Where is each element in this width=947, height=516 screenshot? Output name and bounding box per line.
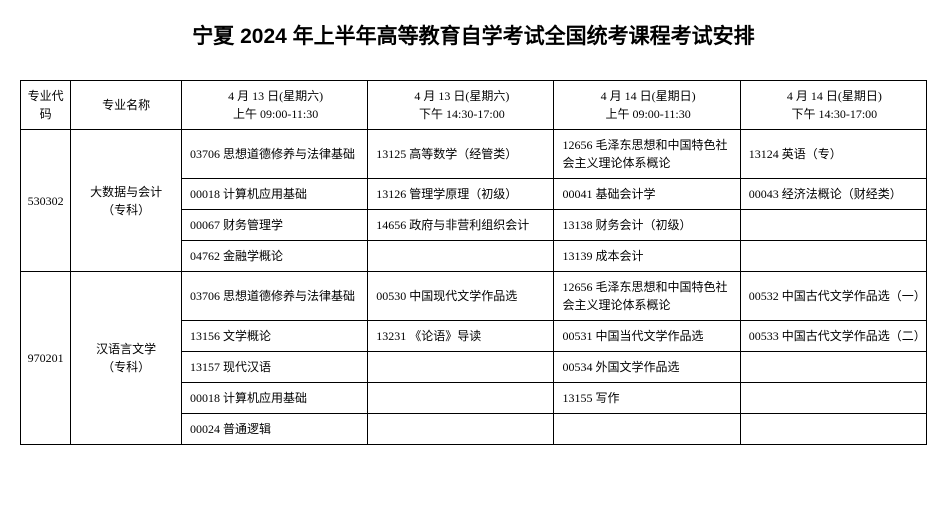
major-code: 970201 xyxy=(21,272,71,445)
course-cell: 00041 基础会计学 xyxy=(554,179,740,210)
course-cell: 04762 金融学概论 xyxy=(182,241,368,272)
header-name-text: 专业名称 xyxy=(77,96,175,114)
major-code: 530302 xyxy=(21,130,71,272)
major-name-line2: （专科） xyxy=(77,358,175,376)
course-cell xyxy=(368,352,554,383)
course-cell xyxy=(368,241,554,272)
course-cell: 14656 政府与非营利组织会计 xyxy=(368,210,554,241)
course-cell xyxy=(368,414,554,445)
header-slot2-date: 4 月 13 日(星期六) xyxy=(376,87,547,105)
header-slot4-date: 4 月 14 日(星期日) xyxy=(749,87,920,105)
table-row: 970201 汉语言文学 （专科） 03706 思想道德修养与法律基础 0053… xyxy=(21,272,927,321)
course-cell xyxy=(554,414,740,445)
course-cell: 00534 外国文学作品选 xyxy=(554,352,740,383)
course-cell: 00043 经济法概论（财经类） xyxy=(740,179,926,210)
course-cell: 13155 写作 xyxy=(554,383,740,414)
course-cell: 13156 文学概论 xyxy=(182,321,368,352)
course-cell: 00067 财务管理学 xyxy=(182,210,368,241)
major-name: 大数据与会计 （专科） xyxy=(71,130,182,272)
course-cell xyxy=(740,210,926,241)
course-cell: 00018 计算机应用基础 xyxy=(182,383,368,414)
major-name: 汉语言文学 （专科） xyxy=(71,272,182,445)
course-cell: 00531 中国当代文学作品选 xyxy=(554,321,740,352)
course-cell: 00530 中国现代文学作品选 xyxy=(368,272,554,321)
header-slot4: 4 月 14 日(星期日) 下午 14:30-17:00 xyxy=(740,81,926,130)
header-slot1: 4 月 13 日(星期六) 上午 09:00-11:30 xyxy=(182,81,368,130)
course-cell: 12656 毛泽东思想和中国特色社会主义理论体系概论 xyxy=(554,272,740,321)
course-cell: 00024 普通逻辑 xyxy=(182,414,368,445)
header-slot4-time: 下午 14:30-17:00 xyxy=(749,105,920,123)
course-cell xyxy=(368,383,554,414)
course-cell: 12656 毛泽东思想和中国特色社会主义理论体系概论 xyxy=(554,130,740,179)
course-cell: 03706 思想道德修养与法律基础 xyxy=(182,130,368,179)
course-cell: 13157 现代汉语 xyxy=(182,352,368,383)
course-cell: 13126 管理学原理（初级） xyxy=(368,179,554,210)
page-title: 宁夏 2024 年上半年高等教育自学考试全国统考课程考试安排 xyxy=(20,20,927,50)
course-cell: 00533 中国古代文学作品选（二） xyxy=(740,321,926,352)
course-cell: 00018 计算机应用基础 xyxy=(182,179,368,210)
course-cell: 13231 《论语》导读 xyxy=(368,321,554,352)
course-cell xyxy=(740,383,926,414)
major-name-line1: 汉语言文学 xyxy=(77,340,175,358)
course-cell xyxy=(740,241,926,272)
course-cell: 13139 成本会计 xyxy=(554,241,740,272)
header-slot2-time: 下午 14:30-17:00 xyxy=(376,105,547,123)
table-body: 530302 大数据与会计 （专科） 03706 思想道德修养与法律基础 131… xyxy=(21,130,927,445)
table-row: 530302 大数据与会计 （专科） 03706 思想道德修养与法律基础 131… xyxy=(21,130,927,179)
course-cell: 03706 思想道德修养与法律基础 xyxy=(182,272,368,321)
header-name: 专业名称 xyxy=(71,81,182,130)
header-slot1-time: 上午 09:00-11:30 xyxy=(190,105,361,123)
course-cell: 13138 财务会计（初级） xyxy=(554,210,740,241)
course-cell: 13125 高等数学（经管类） xyxy=(368,130,554,179)
header-slot3-time: 上午 09:00-11:30 xyxy=(562,105,733,123)
major-name-line2: （专科） xyxy=(77,201,175,219)
header-slot1-date: 4 月 13 日(星期六) xyxy=(190,87,361,105)
table-header: 专业代码 专业名称 4 月 13 日(星期六) 上午 09:00-11:30 4… xyxy=(21,81,927,130)
course-cell xyxy=(740,414,926,445)
course-cell xyxy=(740,352,926,383)
course-cell: 00532 中国古代文学作品选（一） xyxy=(740,272,926,321)
header-code: 专业代码 xyxy=(21,81,71,130)
course-cell: 13124 英语（专） xyxy=(740,130,926,179)
header-code-text: 专业代码 xyxy=(27,87,64,123)
schedule-table: 专业代码 专业名称 4 月 13 日(星期六) 上午 09:00-11:30 4… xyxy=(20,80,927,445)
header-slot2: 4 月 13 日(星期六) 下午 14:30-17:00 xyxy=(368,81,554,130)
major-name-line1: 大数据与会计 xyxy=(77,183,175,201)
header-slot3-date: 4 月 14 日(星期日) xyxy=(562,87,733,105)
header-slot3: 4 月 14 日(星期日) 上午 09:00-11:30 xyxy=(554,81,740,130)
